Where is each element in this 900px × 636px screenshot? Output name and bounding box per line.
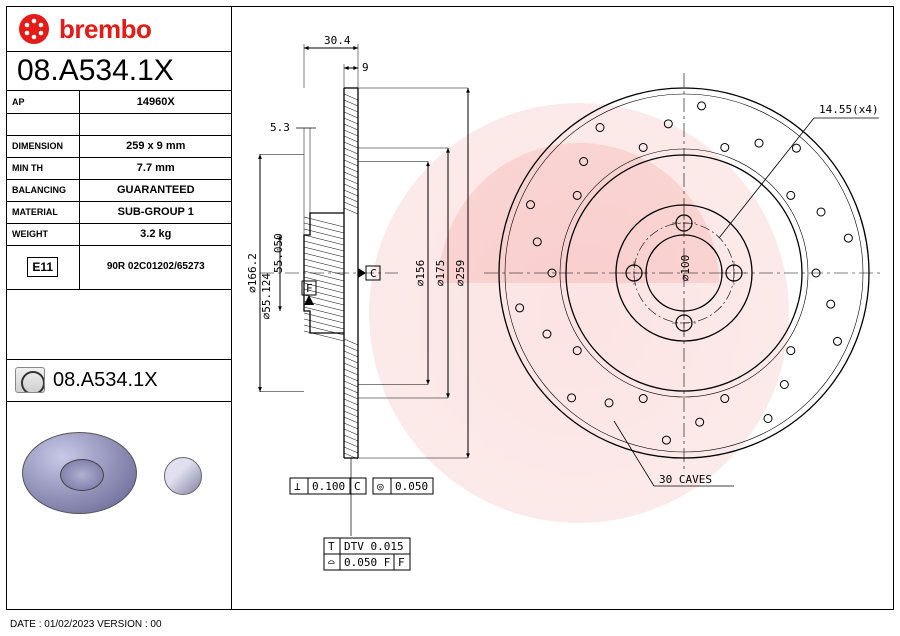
brand-text: brembo	[59, 14, 151, 45]
drawing-svg: 14.55(x4) ⌀100 30 CAVES 30.4 9 5.3 ⌀156 ⌀175 ⌀25…	[239, 13, 887, 583]
footer-date: DATE : 01/02/2023 VERSION : 00	[10, 619, 162, 630]
part-number-repeat: 08.A534.1X	[53, 369, 158, 392]
spec-row-material: MATERIAL SUB-GROUP 1	[7, 201, 232, 223]
disc-3d-icon	[22, 432, 137, 514]
svg-text:⌀175: ⌀175	[434, 260, 447, 287]
spec-row-cert: E11 90R 02C01202/65273	[7, 245, 232, 289]
svg-text:0.050 F: 0.050 F	[344, 556, 390, 569]
disc-side-icon	[164, 457, 202, 495]
spec-label: DIMENSION	[7, 135, 79, 157]
svg-text:C: C	[370, 267, 377, 280]
spec-value: 259 x 9 mm	[79, 135, 232, 157]
svg-text:30 CAVES: 30 CAVES	[659, 473, 712, 486]
spec-row-minth: MIN TH 7.7 mm	[7, 157, 232, 179]
spec-value: 7.7 mm	[79, 157, 232, 179]
spec-value	[79, 113, 232, 135]
part-number-main: 08.A534.1X	[7, 51, 232, 91]
svg-text:◎: ◎	[377, 480, 384, 493]
spec-value: SUB-GROUP 1	[79, 201, 232, 223]
svg-text:C: C	[354, 480, 361, 493]
svg-text:⌀55.124: ⌀55.124	[260, 273, 273, 320]
spec-label: MATERIAL	[7, 201, 79, 223]
spec-label	[7, 113, 79, 135]
spec-label: AP	[7, 91, 79, 113]
spec-row-blank	[7, 113, 232, 135]
spec-table: AP 14960X DIMENSION 259 x 9 mm MIN TH 7.…	[7, 91, 232, 290]
spec-label: E11	[7, 245, 79, 289]
brand-logo: brembo	[7, 7, 231, 51]
spacer	[7, 290, 232, 360]
svg-text:30.4: 30.4	[324, 34, 351, 47]
svg-text:0.050: 0.050	[395, 480, 428, 493]
svg-text:T: T	[328, 540, 335, 553]
svg-text:F: F	[306, 282, 313, 295]
render-preview	[7, 402, 232, 552]
spec-row-dimension: DIMENSION 259 x 9 mm	[7, 135, 232, 157]
spec-label: BALANCING	[7, 179, 79, 201]
part-number-repeat-row: 08.A534.1X	[7, 360, 232, 402]
spec-row-balancing: BALANCING GUARANTEED	[7, 179, 232, 201]
svg-text:⌀166.2: ⌀166.2	[246, 253, 259, 293]
svg-text:⌓: ⌓	[328, 556, 335, 569]
technical-drawing: 14.55(x4) ⌀100 30 CAVES 30.4 9 5.3 ⌀156 ⌀175 ⌀25…	[239, 13, 887, 583]
svg-text:⌀156: ⌀156	[414, 260, 427, 287]
svg-text:⌀259: ⌀259	[454, 260, 467, 287]
svg-text:DTV 0.015: DTV 0.015	[344, 540, 404, 553]
spec-label: WEIGHT	[7, 223, 79, 245]
left-panel: brembo 08.A534.1X AP 14960X DIMENSION 25…	[7, 7, 232, 609]
spec-value: 3.2 kg	[79, 223, 232, 245]
spec-row-weight: WEIGHT 3.2 kg	[7, 223, 232, 245]
disc-thumb-icon	[15, 367, 45, 393]
svg-text:⌀100: ⌀100	[679, 255, 692, 282]
spec-value: 14960X	[79, 91, 232, 113]
drawing-frame: brembo 08.A534.1X AP 14960X DIMENSION 25…	[6, 6, 894, 610]
svg-text:0.100: 0.100	[312, 480, 345, 493]
svg-text:⟂: ⟂	[294, 480, 301, 493]
spec-row-ap: AP 14960X	[7, 91, 232, 113]
svg-text:5.3: 5.3	[270, 121, 290, 134]
svg-text:F: F	[398, 556, 405, 569]
e11-badge: E11	[27, 257, 58, 277]
svg-text:9: 9	[362, 61, 369, 74]
brembo-roundel-icon	[19, 14, 49, 44]
spec-value: 90R 02C01202/65273	[79, 245, 232, 289]
svg-text:14.55(x4): 14.55(x4)	[819, 103, 879, 116]
spec-value: GUARANTEED	[79, 179, 232, 201]
svg-text:55.050: 55.050	[272, 233, 285, 273]
spec-label: MIN TH	[7, 157, 79, 179]
